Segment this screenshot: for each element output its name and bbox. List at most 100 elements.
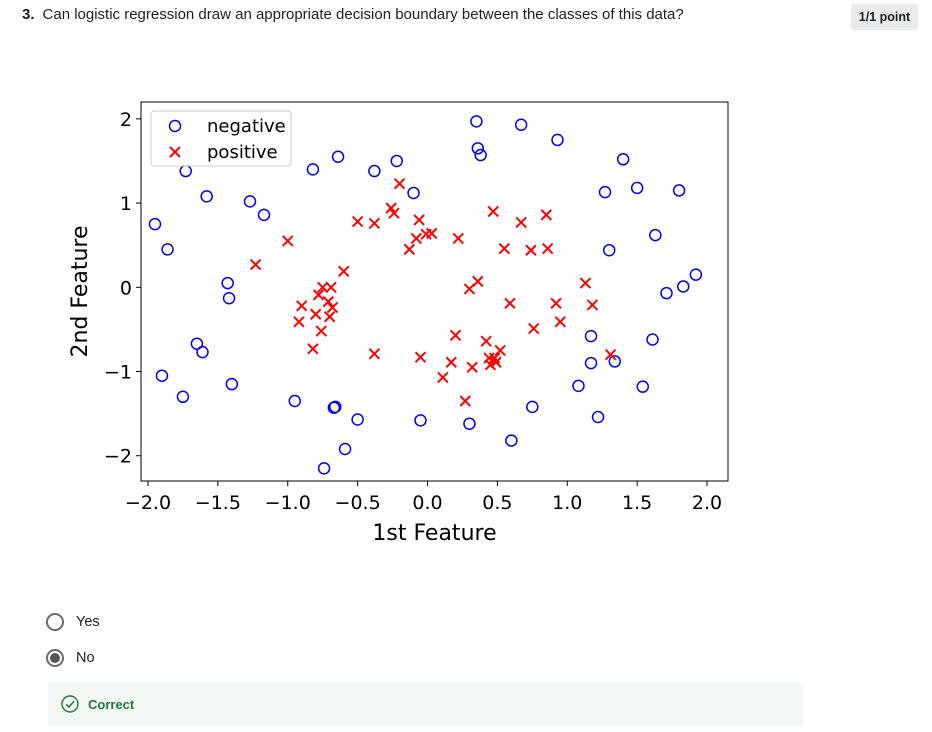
feedback-text: Correct (88, 697, 135, 712)
x-axis-label: 1st Feature (372, 521, 496, 546)
data-point-negative (584, 356, 598, 370)
data-point-positive (414, 351, 427, 363)
data-point-positive (315, 325, 328, 337)
data-point-negative (222, 291, 236, 305)
data-point-negative (677, 280, 690, 293)
data-point-positive (528, 322, 540, 335)
data-point-positive (368, 217, 381, 229)
points-badge: 1/1 point (851, 4, 918, 30)
data-point-positive (410, 232, 423, 245)
data-point-negative (608, 355, 622, 368)
data-point-negative (471, 142, 485, 155)
data-point-positive (325, 281, 337, 293)
data-point-positive (604, 348, 617, 361)
data-point-negative (200, 190, 213, 203)
data-point-negative (591, 410, 605, 424)
data-point-negative (148, 217, 162, 231)
question-header: 3. Can logistic regression draw an approp… (22, 6, 684, 23)
data-point-negative (196, 345, 209, 359)
data-point-negative (689, 268, 703, 281)
data-point-negative (616, 153, 630, 166)
data-point-positive (504, 297, 516, 309)
data-point-negative (514, 118, 528, 131)
data-point-positive (498, 242, 511, 255)
data-point-negative (190, 337, 204, 350)
data-point-negative (572, 379, 585, 393)
data-point-positive (393, 177, 406, 190)
data-point-positive (541, 242, 554, 255)
feedback-banner: Correct (48, 683, 803, 726)
data-point-negative (672, 184, 686, 197)
legend-marker-negative (168, 119, 182, 133)
data-point-negative (243, 195, 257, 208)
legend-box (150, 110, 292, 167)
y-axis-label: 2nd Feature (68, 225, 93, 357)
legend-marker-positive (169, 146, 181, 158)
data-point-positive (309, 308, 322, 320)
y-tick-label: 0 (120, 277, 132, 299)
y-tick-label: 1 (120, 193, 132, 215)
data-point-negative (225, 377, 239, 391)
data-point-positive (323, 311, 336, 323)
data-point-negative (390, 154, 404, 168)
data-point-negative (317, 462, 331, 475)
data-point-positive (351, 215, 364, 228)
data-point-negative (649, 228, 662, 242)
data-point-positive (452, 232, 464, 245)
data-point-negative (602, 243, 616, 257)
question-number: 3. (22, 6, 35, 23)
x-tick-label: 1.0 (552, 492, 582, 514)
data-point-positive (425, 227, 438, 240)
data-point-positive (480, 335, 492, 347)
data-point-negative (351, 413, 364, 426)
data-point-negative (407, 186, 420, 200)
data-point-positive (437, 371, 449, 384)
data-point-negative (161, 243, 174, 256)
data-point-positive (515, 216, 527, 229)
x-tick-label: −1.5 (195, 492, 241, 514)
data-point-negative (470, 115, 483, 128)
data-point-positive (472, 275, 484, 288)
x-tick-label: 0.0 (412, 492, 442, 514)
plot-frame (140, 101, 729, 482)
data-point-positive (466, 361, 478, 374)
data-point-positive (449, 329, 462, 342)
data-point-positive (388, 207, 400, 219)
data-point-negative (505, 434, 518, 447)
scatter-chart: −2.0 −1.5 −1.0 −0.5 0.0 0.5 1.0 1.5 2.0 2 1 0 −1 −2 1s… (68, 101, 729, 546)
data-point-positive (487, 205, 499, 218)
data-point-positive (282, 235, 294, 247)
data-point-positive (316, 281, 329, 293)
data-point-positive (296, 300, 308, 312)
legend-label-negative: negative (207, 116, 286, 137)
data-point-positive (403, 243, 416, 256)
x-tick-label: −2.0 (125, 492, 171, 514)
data-point-positive (413, 214, 425, 226)
y-tick-label: −1 (104, 362, 132, 384)
radio-no[interactable] (46, 649, 64, 667)
data-point-positive (326, 301, 339, 314)
data-point-positive (490, 356, 502, 368)
question-text: Can logistic regression draw an appropri… (42, 6, 684, 23)
option-yes[interactable]: Yes (46, 613, 100, 631)
data-point-positive (307, 343, 319, 355)
data-point-negative (474, 148, 487, 162)
x-tick-label: 1.5 (622, 492, 652, 514)
data-point-positive (525, 244, 537, 256)
data-point-positive (550, 297, 562, 309)
radio-yes[interactable] (46, 613, 64, 631)
data-point-positive (368, 348, 381, 360)
data-point-positive (249, 258, 262, 271)
data-point-negative (329, 400, 342, 414)
data-point-positive (540, 209, 553, 221)
data-point-positive (293, 316, 305, 328)
data-point-negative (463, 417, 476, 430)
option-no[interactable]: No (46, 649, 95, 667)
x-tick-label: 2.0 (692, 492, 722, 514)
x-tick-label: 0.5 (482, 492, 512, 514)
data-point-positive (554, 316, 566, 328)
data-point-negative (331, 150, 345, 163)
data-point-negative (306, 163, 320, 176)
data-point-negative (368, 164, 381, 178)
data-point-negative (584, 329, 598, 343)
